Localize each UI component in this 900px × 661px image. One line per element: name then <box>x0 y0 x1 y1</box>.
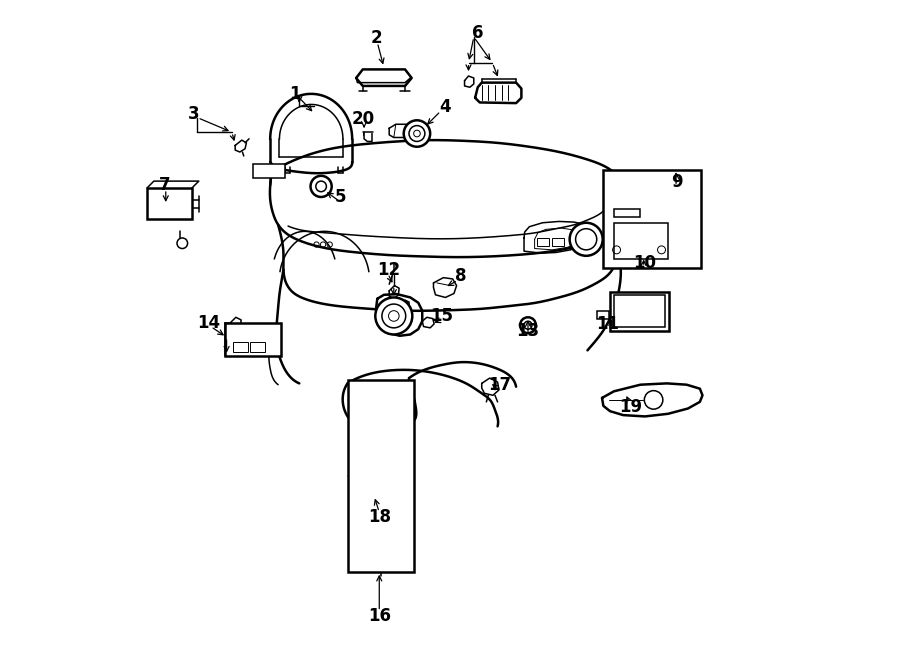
Bar <box>614 209 641 217</box>
Circle shape <box>382 304 406 328</box>
Bar <box>233 342 248 352</box>
Circle shape <box>414 130 420 137</box>
Text: 9: 9 <box>671 173 683 191</box>
Text: 3: 3 <box>188 104 199 123</box>
Bar <box>250 342 265 352</box>
Text: 13: 13 <box>517 321 540 340</box>
Circle shape <box>375 297 412 334</box>
Text: 14: 14 <box>197 313 220 332</box>
Circle shape <box>520 317 536 333</box>
Bar <box>148 188 193 219</box>
Text: 15: 15 <box>430 307 454 325</box>
Text: 12: 12 <box>378 260 400 279</box>
Text: 5: 5 <box>335 188 346 206</box>
Bar <box>553 238 564 246</box>
Circle shape <box>644 391 662 409</box>
Text: 7: 7 <box>158 176 170 194</box>
Text: 11: 11 <box>596 315 619 333</box>
Text: 18: 18 <box>368 508 391 526</box>
Bar <box>597 311 608 319</box>
Circle shape <box>404 120 430 147</box>
Text: 8: 8 <box>454 267 466 286</box>
Bar <box>614 295 665 327</box>
Circle shape <box>409 126 425 141</box>
Circle shape <box>389 311 399 321</box>
Text: 1: 1 <box>289 85 301 103</box>
Text: 4: 4 <box>439 98 451 116</box>
Circle shape <box>524 321 532 329</box>
Bar <box>614 223 668 259</box>
Text: 17: 17 <box>488 375 511 394</box>
Bar <box>347 380 414 572</box>
Circle shape <box>316 181 327 192</box>
Circle shape <box>177 238 187 249</box>
Bar <box>603 170 701 268</box>
Text: 10: 10 <box>634 254 656 272</box>
Text: 20: 20 <box>351 110 374 128</box>
Bar <box>610 292 670 330</box>
Text: 16: 16 <box>368 607 391 625</box>
Circle shape <box>570 223 603 256</box>
Bar <box>537 238 549 246</box>
Bar <box>253 164 284 178</box>
Circle shape <box>576 229 597 250</box>
Text: 19: 19 <box>619 398 642 416</box>
Bar <box>225 323 282 356</box>
Text: 6: 6 <box>472 24 483 42</box>
Text: 2: 2 <box>370 29 382 48</box>
Circle shape <box>310 176 332 197</box>
